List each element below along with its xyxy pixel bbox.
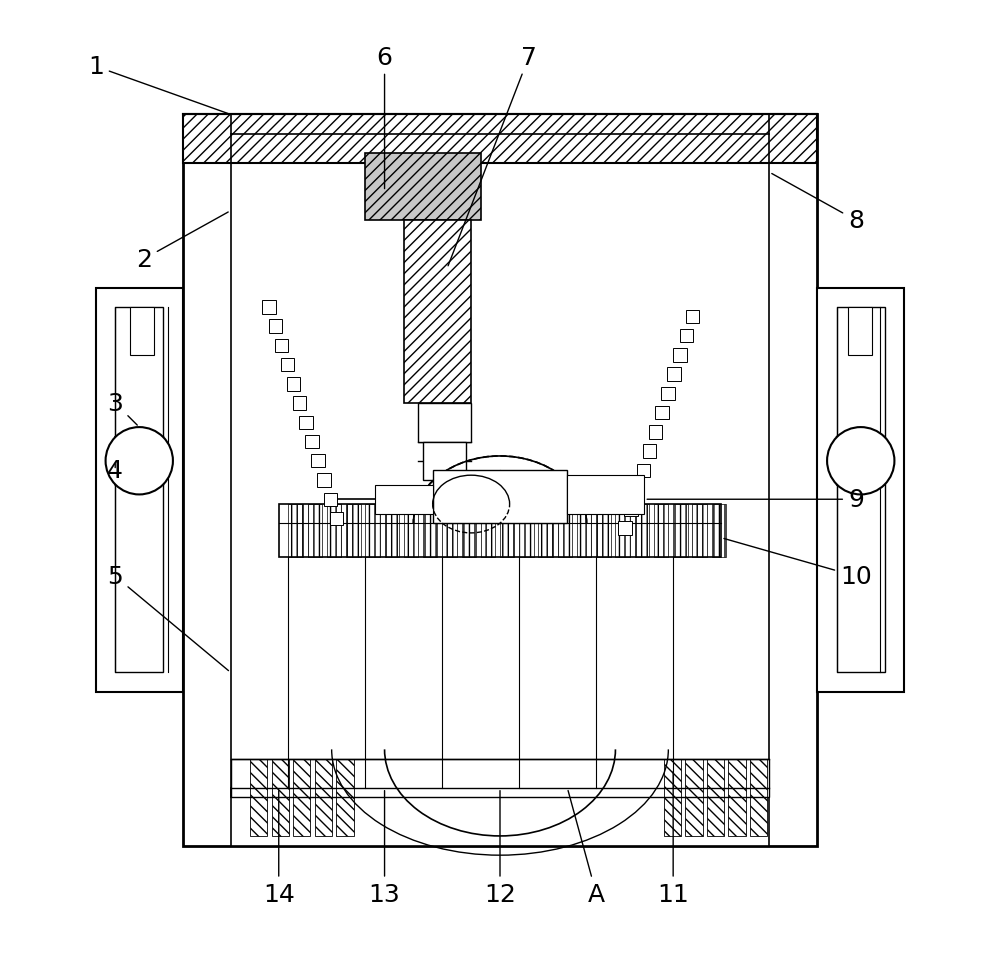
Bar [673,505,688,557]
Bar [183,115,817,846]
Bar [311,455,325,468]
Bar [481,505,495,557]
Bar [654,505,668,557]
Bar [643,445,656,458]
Bar [279,505,721,557]
Bar [462,505,476,557]
Bar [707,759,724,836]
Bar [631,483,644,497]
Bar [667,368,681,382]
Bar [686,310,699,324]
Bar [423,442,466,480]
Bar [519,505,534,557]
Bar [293,397,306,410]
Bar [115,308,163,673]
Bar [423,505,437,557]
Bar [272,759,289,836]
Bar [837,308,885,673]
Bar [750,759,767,836]
Text: 13: 13 [369,791,400,905]
Bar [96,288,183,692]
Text: 10: 10 [724,539,872,588]
Text: 4: 4 [107,459,123,482]
Text: 3: 3 [107,392,137,426]
Bar [308,505,322,557]
Bar [558,505,572,557]
Text: 14: 14 [263,791,295,905]
Bar [315,759,332,836]
Bar [130,308,154,356]
Text: A: A [568,791,605,905]
Bar [661,387,675,401]
Bar [287,378,300,391]
Bar [231,788,769,846]
Bar [336,759,354,836]
Bar [728,759,746,836]
Bar [500,505,514,557]
Bar [624,503,638,516]
Bar [375,485,433,514]
Bar [324,493,337,506]
Bar [365,505,380,557]
Bar [615,505,630,557]
Text: 11: 11 [657,772,689,905]
Bar [346,505,361,557]
Text: 5: 5 [107,565,229,671]
Bar [293,759,310,836]
Bar [404,221,471,404]
Bar [231,759,769,798]
Bar [673,349,687,362]
Bar [817,288,904,692]
Circle shape [827,428,894,495]
Text: 1: 1 [88,56,228,114]
Bar [637,464,650,478]
Bar [712,505,726,557]
Bar [299,416,313,430]
Bar [183,115,817,163]
Bar [635,505,649,557]
Bar [231,115,769,798]
Bar [618,522,632,535]
Bar [385,505,399,557]
Bar [275,339,288,353]
Bar [269,320,282,333]
Bar [288,505,303,557]
Bar [433,471,567,524]
Bar [655,407,669,420]
Bar [596,505,611,557]
Bar [404,505,418,557]
Bar [577,505,591,557]
Bar [848,308,872,356]
Bar [281,358,294,372]
Text: 7: 7 [448,46,537,266]
Text: 12: 12 [484,791,516,905]
Bar [262,301,276,314]
Bar [649,426,662,439]
Bar [685,759,703,836]
Text: 6: 6 [377,46,393,189]
Text: 9: 9 [647,488,864,511]
Bar [664,759,681,836]
Bar [305,435,319,449]
Bar [692,505,707,557]
Text: 8: 8 [772,174,864,233]
Bar [567,476,644,514]
Bar [680,330,693,343]
Bar [538,505,553,557]
Bar [442,505,457,557]
Circle shape [106,428,173,495]
Bar [418,404,471,442]
Bar [317,474,331,487]
Bar [327,505,341,557]
Bar [330,512,343,526]
Bar [365,154,481,221]
Text: 2: 2 [136,212,228,271]
Bar [250,759,267,836]
